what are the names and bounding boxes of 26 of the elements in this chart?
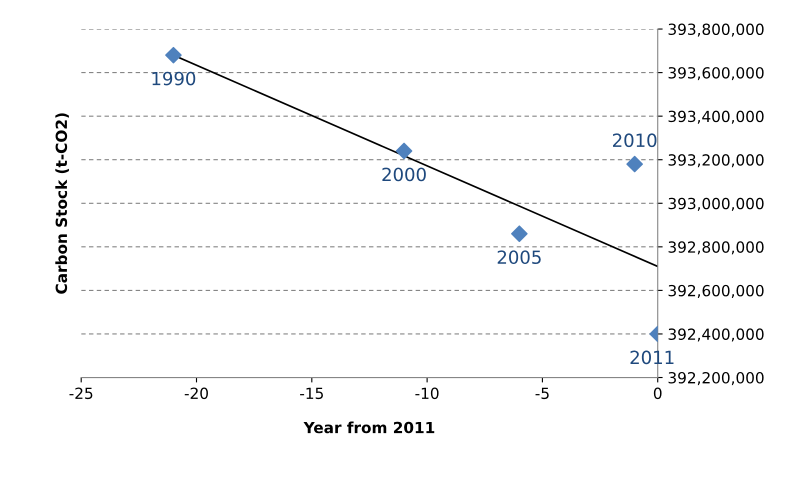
- y-tick-label: 393,800,000: [668, 24, 764, 37]
- x-tick-label: -5: [536, 388, 549, 400]
- point: [165, 46, 182, 64]
- point: [626, 156, 643, 172]
- annotation: 1990: [152, 72, 196, 86]
- y-axis-title: Carbon Stock (t-CO2): [55, 113, 69, 294]
- annotation: 2005: [498, 250, 541, 264]
- y-tick-label: 392,800,000: [668, 241, 764, 254]
- annotation: 2011: [630, 350, 674, 364]
- x-tick-label: 0: [654, 388, 662, 400]
- y-tick-label: 392,600,000: [668, 284, 764, 298]
- y-tick-label: 392,400,000: [668, 328, 764, 342]
- annotation: 2000: [382, 168, 426, 182]
- y-tick-label: 393,200,000: [668, 154, 764, 168]
- y-tick-label: 392,200,000: [668, 372, 764, 386]
- point: [396, 142, 412, 160]
- x-tick-label: -20: [184, 388, 208, 400]
- y-tick-label: 393,000,000: [668, 198, 764, 211]
- y-tick-label: 393,600,000: [668, 67, 764, 80]
- x-tick-label: -10: [415, 388, 439, 400]
- x-tick-label: -15: [300, 388, 323, 400]
- annotation: 2010: [613, 133, 656, 148]
- point: [511, 225, 528, 242]
- x-tick-label: -25: [69, 388, 92, 400]
- x-axis-title: Year from 2011: [303, 421, 434, 434]
- y-tick-label: 393,400,000: [668, 110, 764, 124]
